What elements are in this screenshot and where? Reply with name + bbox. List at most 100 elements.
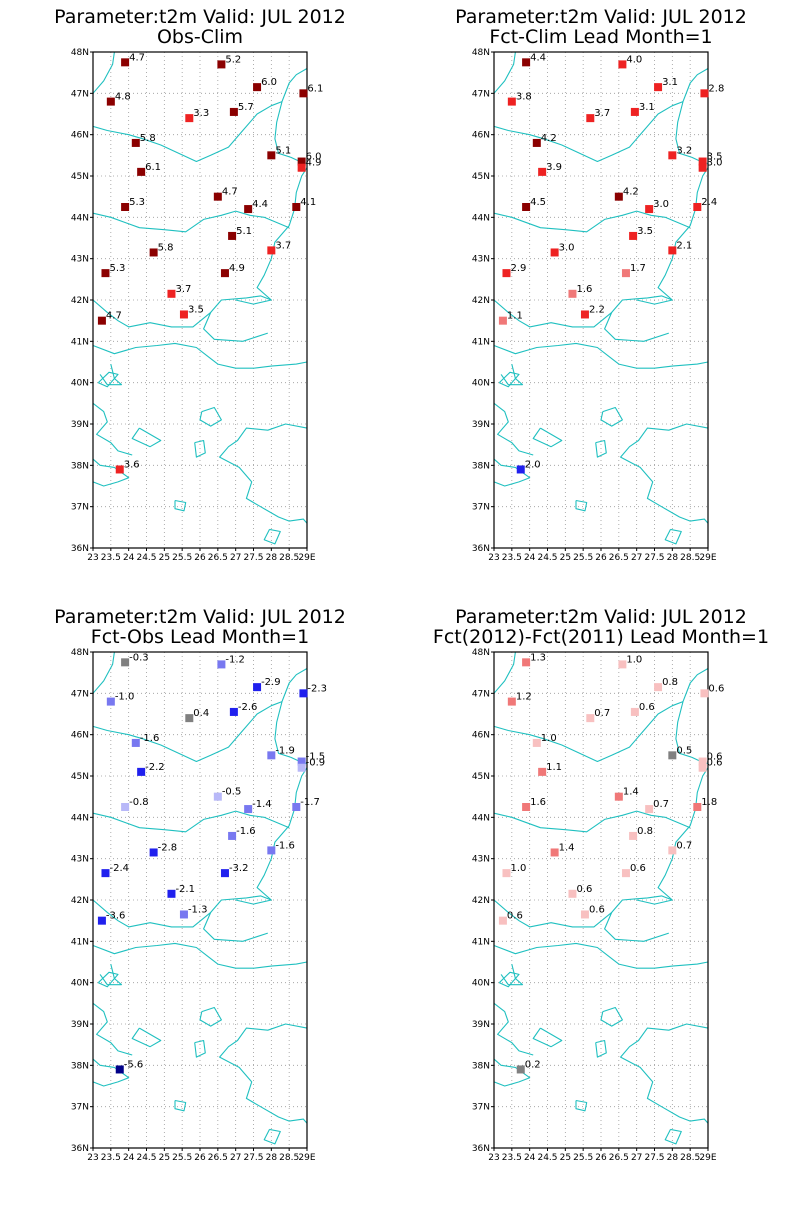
coastline xyxy=(620,423,709,524)
lat-tick-label: 39N xyxy=(472,420,490,430)
station-marker xyxy=(580,310,589,319)
station-value-label: -1.6 xyxy=(275,840,295,851)
lat-tick-label: 41N xyxy=(472,337,490,347)
map-panel-4: Parameter:t2m Valid: JUL 2012Fct(2012)-F… xyxy=(433,606,769,1163)
station-value-label: 1.4 xyxy=(623,787,639,798)
station-marker xyxy=(698,163,707,172)
coastline xyxy=(664,1128,682,1145)
coastline xyxy=(575,499,588,512)
lat-tick-label: 40N xyxy=(71,979,89,989)
lat-tick-label: 46N xyxy=(71,131,89,141)
lat-tick-label: 38N xyxy=(472,461,490,471)
station-value-label: -0.8 xyxy=(129,797,149,808)
station-value-label: 2.9 xyxy=(510,263,526,274)
station-marker xyxy=(217,660,226,669)
station-marker xyxy=(568,289,577,298)
lat-tick-label: 43N xyxy=(71,255,89,265)
station-marker xyxy=(297,163,306,172)
station-value-label: 5.7 xyxy=(238,102,254,113)
lat-tick-label: 39N xyxy=(472,1020,490,1030)
station-marker xyxy=(297,763,306,772)
station-value-label: -1.4 xyxy=(252,799,272,810)
lat-tick-label: 44N xyxy=(472,813,490,823)
station-marker xyxy=(121,58,130,67)
station-value-label: 0.7 xyxy=(653,799,669,810)
station-value-label: -0.5 xyxy=(222,787,242,798)
lat-tick-label: 41N xyxy=(71,337,89,347)
coastline xyxy=(219,1023,308,1124)
station-marker xyxy=(516,1065,525,1074)
lon-tick-label: 26.5 xyxy=(208,1153,228,1163)
station-marker xyxy=(618,60,627,69)
station-value-label: 5.8 xyxy=(158,242,174,253)
station-value-label: 4.5 xyxy=(530,197,546,208)
lon-tick-label: 28 xyxy=(266,1153,278,1163)
lon-tick-label: 25.5 xyxy=(573,1153,593,1163)
coastline xyxy=(493,101,684,163)
coastline xyxy=(199,1006,222,1027)
station-value-label: 5.1 xyxy=(275,145,291,156)
station-value-label: -1.2 xyxy=(225,654,245,665)
lon-tick-label: 23.5 xyxy=(502,1153,522,1163)
lon-tick-label: 24.5 xyxy=(136,1153,156,1163)
lon-tick-label: 29E xyxy=(298,1153,315,1163)
station-marker xyxy=(115,1065,124,1074)
coastline xyxy=(493,299,669,342)
lat-tick-label: 36N xyxy=(71,544,89,554)
lat-tick-label: 43N xyxy=(472,855,490,865)
station-marker xyxy=(502,269,511,278)
station-value-label: 0.5 xyxy=(676,745,692,756)
station-value-label: 0.7 xyxy=(594,708,610,719)
lat-tick-label: 43N xyxy=(472,255,490,265)
coastline xyxy=(595,439,607,458)
station-value-label: 2.4 xyxy=(701,197,717,208)
lon-tick-label: 28.5 xyxy=(680,553,700,563)
coastline xyxy=(493,899,669,942)
lon-tick-label: 23.5 xyxy=(101,553,121,563)
coastline xyxy=(92,899,268,942)
panel-title-line2: Obs-Clim xyxy=(157,26,243,48)
station-value-label: 0.4 xyxy=(193,708,209,719)
lat-tick-label: 42N xyxy=(71,896,89,906)
coastline xyxy=(263,528,281,545)
lon-tick-label: 29E xyxy=(699,553,716,563)
station-value-label: 6.0 xyxy=(306,152,322,163)
panel-title-line1: Parameter:t2m Valid: JUL 2012 xyxy=(54,606,346,628)
station-value-label: 3.7 xyxy=(175,284,191,295)
station-value-label: 3.3 xyxy=(193,108,209,119)
station-marker xyxy=(137,167,146,176)
station-marker xyxy=(538,767,547,776)
station-marker xyxy=(507,697,516,706)
lat-tick-label: 42N xyxy=(472,896,490,906)
station-value-label: 3.6 xyxy=(124,459,140,470)
lon-tick-label: 28.5 xyxy=(279,1153,299,1163)
lat-tick-label: 41N xyxy=(472,937,490,947)
lon-tick-label: 24 xyxy=(123,1153,135,1163)
station-value-label: 0.6 xyxy=(576,884,592,895)
station-marker xyxy=(106,697,115,706)
station-value-label: 3.5 xyxy=(707,152,723,163)
station-marker xyxy=(621,269,630,278)
coastline xyxy=(194,1039,206,1058)
station-value-label: 2.8 xyxy=(708,83,724,94)
station-value-label: 1.2 xyxy=(516,692,532,703)
station-marker xyxy=(137,767,146,776)
station-value-label: 0.6 xyxy=(589,904,605,915)
station-value-label: -2.8 xyxy=(158,842,178,853)
station-marker xyxy=(121,203,130,211)
station-value-label: 4.1 xyxy=(300,197,316,208)
lat-tick-label: 37N xyxy=(472,503,490,513)
station-marker xyxy=(507,97,516,106)
station-value-label: 4.7 xyxy=(222,187,238,198)
lon-tick-label: 27 xyxy=(631,1153,642,1163)
station-marker xyxy=(267,751,276,760)
lat-tick-label: 47N xyxy=(71,689,89,699)
coastline xyxy=(532,427,563,448)
lon-tick-label: 28.5 xyxy=(680,1153,700,1163)
station-marker xyxy=(106,97,115,106)
coastline xyxy=(92,402,133,456)
station-value-label: -1.3 xyxy=(188,904,208,915)
station-value-label: 3.5 xyxy=(637,226,653,237)
